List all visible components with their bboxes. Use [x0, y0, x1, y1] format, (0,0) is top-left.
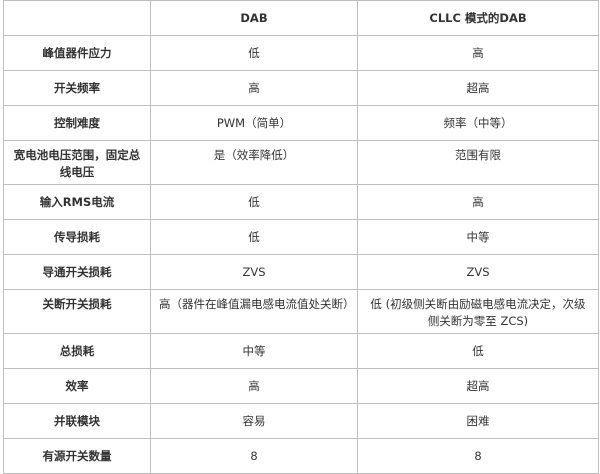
cllc-cell: 高	[357, 184, 599, 220]
row-label: 传导损耗	[3, 219, 151, 255]
table-row: 有源开关数量 8 8	[3, 438, 599, 474]
cllc-cell: 范围有限	[357, 140, 599, 185]
header-cllc: CLLC 模式的DAB	[357, 0, 599, 36]
cllc-cell: 超高	[357, 70, 599, 106]
row-label: 导通开关损耗	[3, 254, 151, 290]
row-label: 输入RMS电流	[3, 184, 151, 220]
dab-cell: 高（器件在峰值漏电感电流值处关断）	[150, 289, 358, 334]
dab-cell: 低	[150, 35, 358, 71]
dab-cell: 低	[150, 219, 358, 255]
row-label: 总损耗	[3, 333, 151, 369]
dab-cell: 高	[150, 368, 358, 404]
row-label: 开关频率	[3, 70, 151, 106]
cllc-cell: 低 (初级侧关断由励磁电感电流决定，次级侧关断为零至 ZCS)	[357, 289, 599, 334]
table-row: 宽电池电压范围，固定总线电压 是（效率降低） 范围有限	[3, 140, 599, 185]
dab-cell: 中等	[150, 333, 358, 369]
table-row: 峰值器件应力低高	[3, 35, 599, 71]
header-dab: DAB	[150, 0, 358, 36]
dab-cell: PWM（简单）	[150, 105, 358, 141]
table-row: 导通开关损耗 ZVS ZVS	[3, 254, 599, 290]
row-label: 效率	[3, 368, 151, 404]
dab-cell: 是（效率降低）	[150, 140, 358, 185]
table-row: 控制难度 PWM（简单） 频率（中等）	[3, 105, 599, 141]
table-row: 总损耗 中等低	[3, 333, 599, 369]
dab-cell: ZVS	[150, 254, 358, 290]
cllc-cell: 困难	[357, 403, 599, 439]
table-row: 关断开关损耗 高（器件在峰值漏电感电流值处关断）低 (初级侧关断由励磁电感电流决定…	[3, 289, 599, 334]
cllc-cell: 中等	[357, 219, 599, 255]
dab-cell: 高	[150, 70, 358, 106]
row-label: 并联模块	[3, 403, 151, 439]
dab-cell: 低	[150, 184, 358, 220]
table-row: 效率高超高	[3, 368, 599, 404]
cllc-cell: 超高	[357, 368, 599, 404]
header-row: DAB CLLC 模式的DAB	[3, 0, 599, 36]
table-row: 并联模块 容易 困难	[3, 403, 599, 439]
table-row: 开关频率高超高	[3, 70, 599, 106]
cllc-cell: 频率（中等）	[357, 105, 599, 141]
dab-cell: 8	[150, 438, 358, 474]
cllc-cell: 低	[357, 333, 599, 369]
cllc-cell: ZVS	[357, 254, 599, 290]
row-label: 峰值器件应力	[3, 35, 151, 71]
row-label: 有源开关数量	[3, 438, 151, 474]
table-row: 输入RMS电流低高	[3, 184, 599, 220]
header-empty	[3, 0, 151, 36]
comparison-table: DAB CLLC 模式的DAB 峰值器件应力低高开关频率高超高 控制难度 PWM（简…	[3, 0, 599, 474]
row-label: 关断开关损耗	[3, 289, 151, 334]
row-label: 宽电池电压范围，固定总线电压	[3, 140, 151, 185]
table-row: 传导损耗低中等	[3, 219, 599, 255]
cllc-cell: 高	[357, 35, 599, 71]
cllc-cell: 8	[357, 438, 599, 474]
dab-cell: 容易	[150, 403, 358, 439]
row-label: 控制难度	[3, 105, 151, 141]
